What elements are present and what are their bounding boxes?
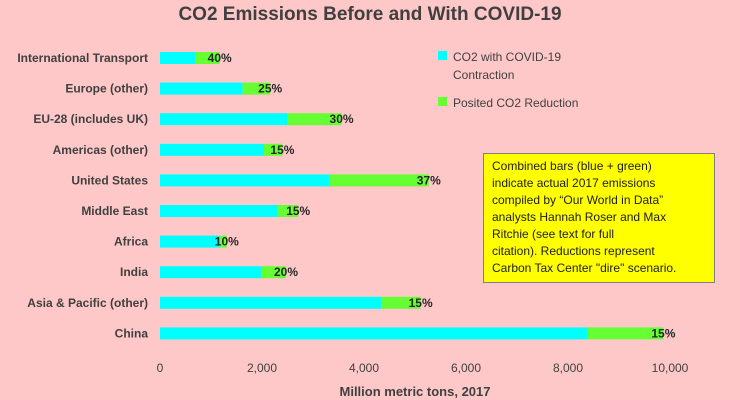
category-label: EU-28 (includes UK): [33, 112, 148, 126]
bar-contraction: [160, 143, 265, 156]
legend-swatch-cyan: [438, 51, 447, 60]
category-label: International Transport: [17, 51, 148, 65]
bar-reduction: [260, 266, 286, 279]
legend-label-reduction: Posited CO2 Reduction: [453, 96, 579, 110]
x-tick-label: 2,000: [247, 361, 277, 375]
data-label: 37%: [417, 173, 441, 187]
legend-item-contraction: CO2 with COVID-19 Contraction: [438, 48, 618, 84]
bar-reduction: [587, 327, 664, 340]
note-line: Ritchie (see text for full: [492, 227, 615, 241]
category-label: Africa: [114, 235, 148, 249]
x-tick-label: 4,000: [349, 361, 379, 375]
category-label: Asia & Pacific (other): [27, 296, 148, 310]
bar-contraction: [160, 235, 221, 248]
data-label: 25%: [258, 82, 282, 96]
bar-contraction: [160, 296, 382, 309]
bar-reduction: [264, 143, 283, 156]
bar-reduction: [381, 296, 421, 309]
bar-contraction: [160, 82, 243, 95]
data-label: 15%: [270, 143, 294, 157]
data-label: 15%: [409, 296, 433, 310]
x-tick-label: 8,000: [553, 361, 583, 375]
category-label: China: [115, 326, 149, 340]
note-line: Combined bars (blue + green): [492, 159, 652, 173]
bar-reduction: [242, 82, 271, 95]
bar-contraction: [160, 266, 261, 279]
bar-reduction: [329, 174, 429, 187]
annotation-note: Combined bars (blue + green) indicate ac…: [483, 153, 715, 283]
bar-contraction: [160, 327, 588, 340]
bar-reduction: [220, 235, 227, 248]
x-axis-title: Million metric tons, 2017: [339, 384, 491, 399]
data-label: 10%: [215, 235, 239, 249]
x-tick-label: 0: [157, 361, 164, 375]
legend-swatch-green: [438, 97, 447, 106]
category-label: Europe (other): [65, 82, 148, 96]
data-label: 15%: [286, 204, 310, 218]
bar-contraction: [160, 113, 287, 126]
data-label: 30%: [330, 112, 354, 126]
note-line: indicate actual 2017 emissions: [492, 176, 656, 190]
note-line: citation). Reductions represent: [492, 244, 655, 258]
category-label: Middle East: [81, 204, 148, 218]
category-label: India: [120, 265, 148, 279]
bar-contraction: [160, 174, 330, 187]
bar-contraction: [160, 205, 278, 217]
note-line: analysts Hannah Roser and Max: [492, 210, 667, 224]
x-tick-label: 6,000: [451, 361, 481, 375]
legend-label-contraction: CO2 with COVID-19 Contraction: [453, 50, 562, 82]
legend-item-reduction: Posited CO2 Reduction: [438, 94, 618, 112]
bar-reduction: [195, 52, 220, 64]
bar-reduction: [277, 205, 299, 217]
chart-title: CO2 Emissions Before and With COVID-19: [178, 4, 562, 25]
bar-reduction: [286, 113, 342, 126]
category-label: United States: [71, 173, 148, 187]
x-tick-label: 10,000: [652, 361, 689, 375]
chart-legend: CO2 with COVID-19 Contraction Posited CO…: [438, 48, 618, 122]
note-line: compiled by “Our World in Data”: [492, 193, 664, 207]
category-label: Americas (other): [53, 143, 148, 157]
bar-contraction: [160, 52, 196, 64]
data-label: 40%: [208, 51, 232, 65]
note-line: Carbon Tax Center "dire" scenario.: [492, 261, 677, 275]
data-label: 20%: [274, 265, 298, 279]
data-label: 15%: [651, 326, 675, 340]
